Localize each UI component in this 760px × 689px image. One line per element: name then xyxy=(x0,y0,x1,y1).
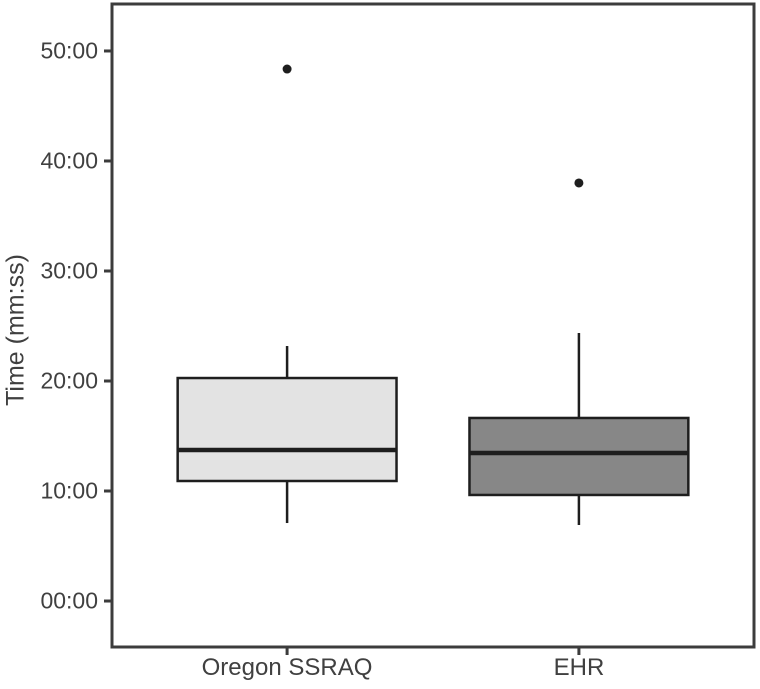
x-tick-label-ehr: EHR xyxy=(553,654,605,681)
y-tick-label-5000: 50:00 xyxy=(40,37,98,64)
outlier-point-oregon-ssraq-0 xyxy=(282,64,292,74)
outlier-point-ehr-0 xyxy=(574,178,584,188)
y-tick-label-0000: 00:00 xyxy=(40,587,98,614)
y-tick-label-3000: 30:00 xyxy=(40,257,98,284)
plot-panel xyxy=(110,2,756,649)
x-tick-label-oregon-ssraq: Oregon SSRAQ xyxy=(201,654,373,681)
y-tick-label-1000: 10:00 xyxy=(40,477,98,504)
iqr-box-oregon-ssraq xyxy=(176,376,398,483)
y-tick-label-4000: 40:00 xyxy=(40,147,98,174)
y-tick-label-2000: 20:00 xyxy=(40,367,98,394)
iqr-box-ehr xyxy=(468,416,690,497)
